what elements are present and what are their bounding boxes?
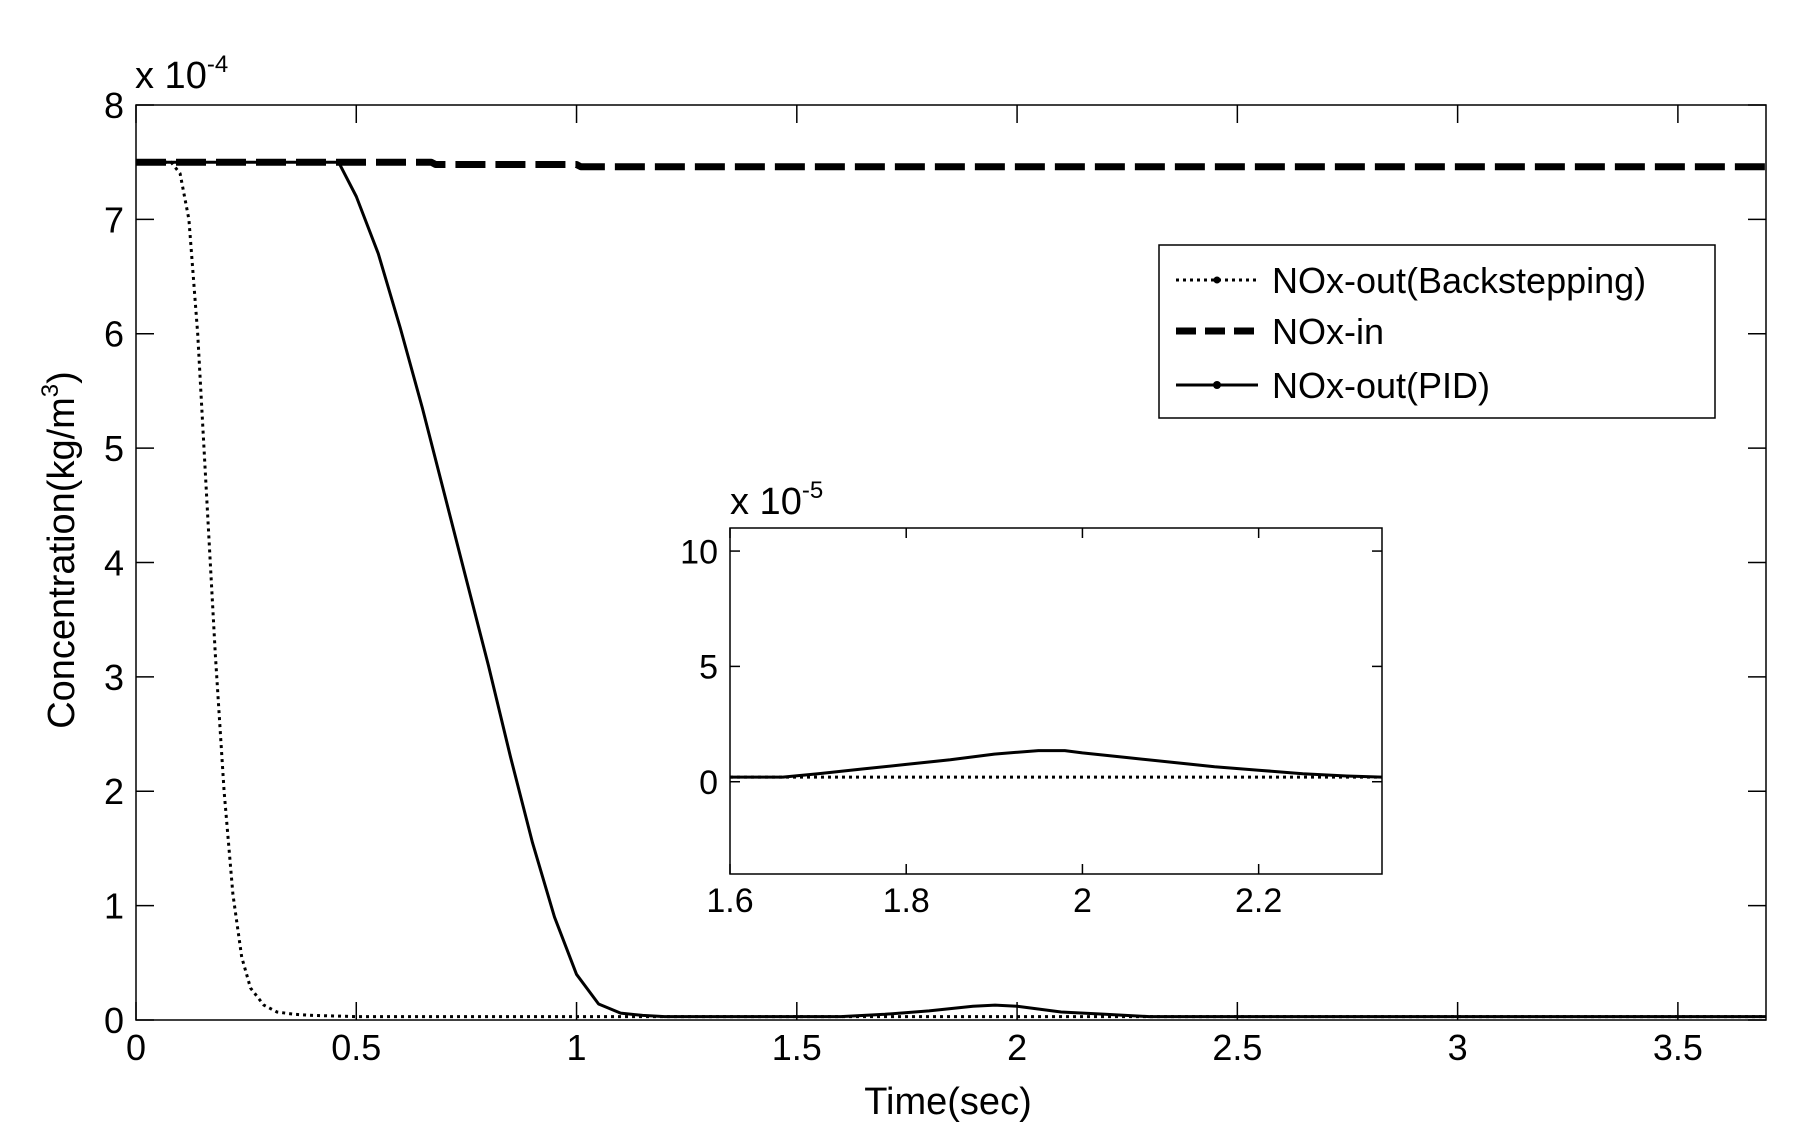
legend-label-backstepping: NOx-out(Backstepping) <box>1272 260 1646 301</box>
legend-marker-backstepping <box>1213 276 1221 284</box>
main-x-tick-label: 3 <box>1448 1027 1468 1068</box>
inset-tick-labels: 1.6 1.8 2 2.2 0 5 10 <box>680 533 1282 920</box>
inset-x-tick-label: 2 <box>1073 882 1092 920</box>
legend-item-nox-in: NOx-in <box>1176 311 1384 352</box>
x-axis-label: Time(sec) <box>864 1081 1031 1123</box>
main-x-tick-label: 0.5 <box>331 1027 381 1068</box>
main-y-tick-label: 4 <box>104 542 124 583</box>
inset-y-exponent: x 10-5 <box>730 477 823 523</box>
main-y-tick-label: 3 <box>104 657 124 698</box>
main-y-tick-label: 7 <box>104 199 124 240</box>
main-x-tick-label: 1.5 <box>772 1027 822 1068</box>
main-series-group <box>136 158 1766 1019</box>
legend: NOx-out(Backstepping) NOx-in NOx-out(PID… <box>1158 244 1716 419</box>
main-y-tick-label: 5 <box>104 428 124 469</box>
legend-item-backstepping: NOx-out(Backstepping) <box>1176 260 1646 301</box>
main-x-tick-label: 1 <box>567 1027 587 1068</box>
main-x-tick-label: 2 <box>1007 1027 1027 1068</box>
main-y-tick-label: 8 <box>104 85 124 126</box>
inset-y-tick-label: 0 <box>699 764 718 802</box>
inset-x-tick-label: 2.2 <box>1235 882 1282 920</box>
inset-x-tick-label: 1.8 <box>883 882 930 920</box>
main-x-tick-label: 3.5 <box>1653 1027 1703 1068</box>
inset-plot-frame <box>729 527 1383 875</box>
main-tick-labels: 0 0.5 1 1.5 2 2.5 3 3.5 0 1 2 3 4 5 6 7 8 <box>104 85 1703 1068</box>
inset-chart: 1.6 1.8 2 2.2 0 5 10 x 10-5 <box>680 477 1383 920</box>
main-tick-marks <box>135 104 1766 1021</box>
main-y-tick-label: 2 <box>104 771 124 812</box>
inset-series-group <box>730 749 1383 779</box>
main-y-tick-label: 6 <box>104 314 124 355</box>
main-y-exponent: x 10-4 <box>135 51 228 97</box>
main-x-tick-label: 0 <box>126 1027 146 1068</box>
inset-y-tick-label: 10 <box>680 533 718 571</box>
y-axis-label: Concentration(kg/m3) <box>37 371 83 729</box>
legend-item-pid: NOx-out(PID) <box>1176 365 1490 406</box>
inset-tick-marks <box>729 528 1382 874</box>
legend-marker-pid <box>1213 381 1221 389</box>
main-x-tick-label: 2.5 <box>1212 1027 1262 1068</box>
inset-series-nox-out-pid <box>730 749 1383 779</box>
main-series-nox-out-pid <box>136 160 1766 1019</box>
main-series-nox-in <box>136 158 1766 171</box>
legend-label-nox-in: NOx-in <box>1272 311 1384 352</box>
inset-x-tick-label: 1.6 <box>706 882 753 920</box>
inset-y-tick-label: 5 <box>699 649 718 687</box>
main-y-tick-label: 1 <box>104 886 124 927</box>
main-y-tick-label: 0 <box>104 1000 124 1041</box>
legend-label-pid: NOx-out(PID) <box>1272 365 1490 406</box>
